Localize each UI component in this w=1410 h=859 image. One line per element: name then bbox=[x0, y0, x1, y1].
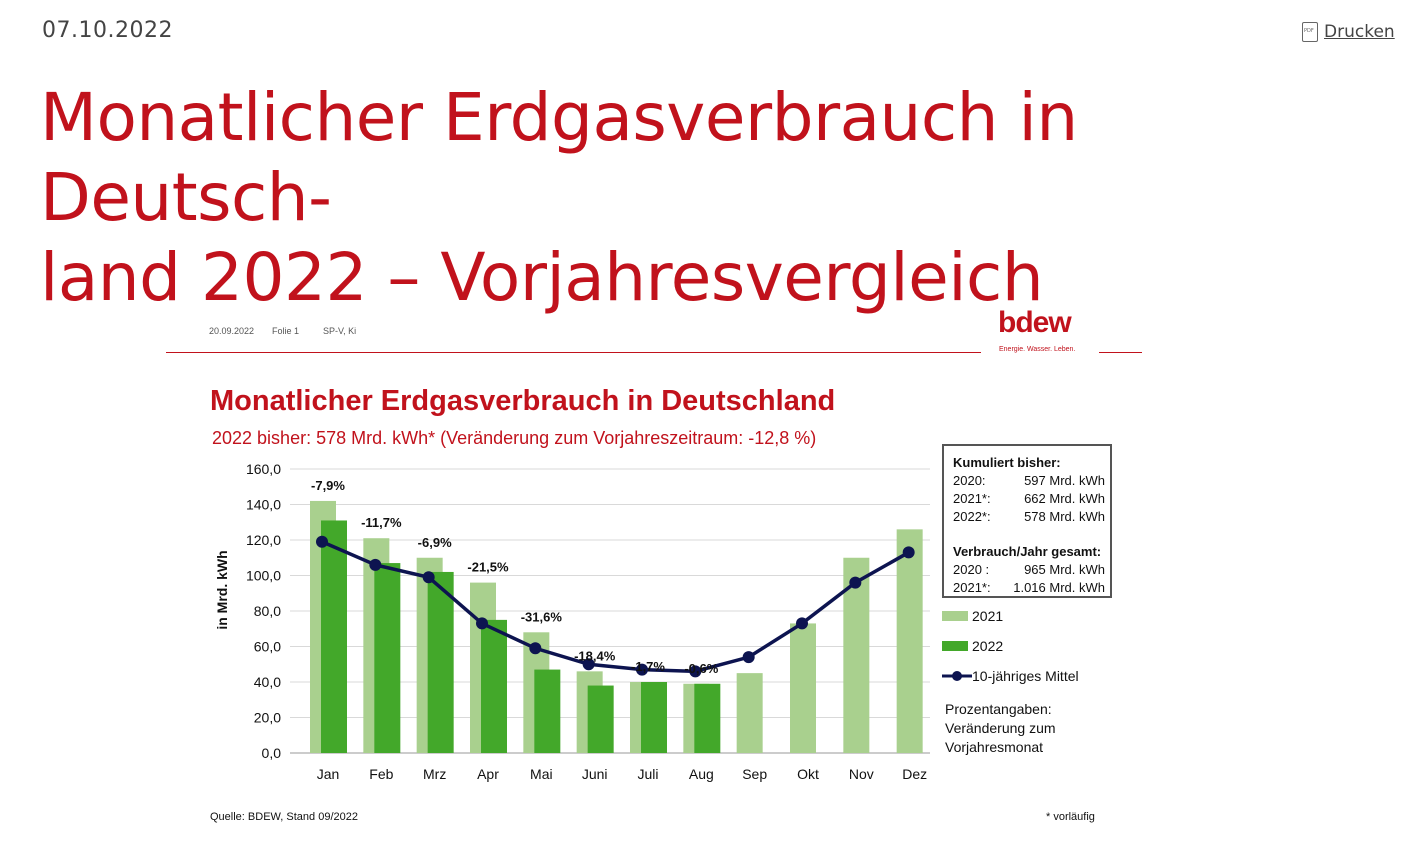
legend-item-average: 10-jähriges Mittel bbox=[942, 668, 1079, 684]
average-point bbox=[369, 558, 382, 571]
pdf-document-icon bbox=[1302, 22, 1318, 42]
info-value: 597 Mrd. kWh bbox=[1024, 473, 1105, 488]
bdew-logo-tagline: Energie. Wasser. Leben. bbox=[999, 346, 1076, 353]
bar-2021 bbox=[736, 673, 763, 753]
publication-date: 07.10.2022 bbox=[42, 18, 173, 43]
average-point bbox=[476, 617, 488, 630]
average-point bbox=[689, 665, 702, 678]
chart-subtitle: 2022 bisher: 578 Mrd. kWh* (Veränderung … bbox=[212, 428, 817, 448]
change-annotation: -6,9% bbox=[418, 535, 452, 550]
note-line: Prozentangaben: bbox=[945, 701, 1052, 717]
info-label: 2021*: bbox=[953, 580, 991, 595]
y-tick-label: 0,0 bbox=[262, 745, 282, 761]
bar-2022 bbox=[587, 685, 614, 753]
x-tick-label: Nov bbox=[849, 766, 874, 782]
y-tick-label: 20,0 bbox=[254, 710, 281, 726]
info-label: 2020 : bbox=[953, 562, 990, 577]
average-point bbox=[529, 642, 542, 655]
x-tick-label: Juli bbox=[637, 766, 658, 782]
bar-2022 bbox=[534, 669, 561, 753]
header-divider-right bbox=[1099, 352, 1142, 353]
x-tick-label: Feb bbox=[369, 766, 393, 782]
bar-2022 bbox=[427, 571, 454, 753]
chart-title: Monatlicher Erdgasverbrauch in Deutschla… bbox=[210, 385, 836, 417]
page-title: Monatlicher Erdgasverbrauch in Deutsch- … bbox=[40, 79, 1078, 316]
x-tick-label: Okt bbox=[797, 766, 819, 782]
x-tick-label: Dez bbox=[902, 766, 927, 782]
legend-label: 2022 bbox=[972, 638, 1004, 654]
average-point bbox=[796, 617, 808, 630]
note-line: Vorjahresmonat bbox=[945, 739, 1044, 755]
bar-2022 bbox=[641, 682, 667, 753]
y-tick-label: 160,0 bbox=[246, 461, 281, 477]
source-note: Quelle: BDEW, Stand 09/2022 bbox=[210, 811, 358, 823]
change-annotation: -7,9% bbox=[311, 478, 345, 493]
legend-label: 10-jähriges Mittel bbox=[972, 668, 1079, 684]
y-tick-label: 100,0 bbox=[246, 568, 281, 584]
bar-2022 bbox=[321, 520, 347, 753]
x-tick-label: Apr bbox=[477, 766, 499, 782]
legend-item-2021: 2021 bbox=[942, 608, 1003, 624]
info-value: 662 Mrd. kWh bbox=[1024, 491, 1105, 506]
info-label: 2021*: bbox=[953, 491, 991, 506]
info-value: 1.016 Mrd. kWh bbox=[1013, 580, 1105, 595]
info-heading-cumulative: Kumuliert bisher: bbox=[953, 455, 1061, 470]
print-button[interactable]: Drucken bbox=[1302, 22, 1395, 42]
x-tick-label: Aug bbox=[689, 766, 714, 782]
y-axis-label: in Mrd. kWh bbox=[214, 550, 230, 629]
average-point bbox=[636, 663, 648, 676]
x-tick-label: Jan bbox=[317, 766, 340, 782]
x-tick-label: Sep bbox=[742, 766, 767, 782]
bar-2022 bbox=[374, 563, 401, 753]
info-heading-annual: Verbrauch/Jahr gesamt: bbox=[953, 544, 1102, 559]
change-annotation: -0,6% bbox=[684, 661, 718, 676]
y-tick-label: 140,0 bbox=[246, 497, 281, 513]
average-point bbox=[582, 658, 595, 671]
legend-swatch-2021 bbox=[942, 611, 968, 621]
legend-label: 2021 bbox=[972, 608, 1004, 624]
bar-2021 bbox=[896, 529, 923, 753]
x-tick-label: Mrz bbox=[423, 766, 446, 782]
bdew-logo: bdew bbox=[998, 306, 1072, 339]
change-annotation: -11,7% bbox=[361, 515, 402, 530]
x-tick-label: Juni bbox=[582, 766, 608, 782]
y-tick-label: 80,0 bbox=[254, 603, 281, 619]
info-value: 578 Mrd. kWh bbox=[1024, 509, 1105, 524]
y-tick-label: 60,0 bbox=[254, 639, 281, 655]
change-annotation: -18,4% bbox=[574, 648, 616, 663]
bar-2022 bbox=[694, 683, 721, 753]
footnote: * vorläufig bbox=[1046, 811, 1095, 823]
bar-2022 bbox=[481, 619, 507, 753]
average-point bbox=[742, 651, 755, 664]
info-value: 965 Mrd. kWh bbox=[1024, 562, 1105, 577]
note-line: Veränderung zum bbox=[945, 720, 1056, 736]
y-tick-label: 120,0 bbox=[246, 532, 281, 548]
average-point bbox=[422, 571, 435, 584]
percentage-note: Prozentangaben: Veränderung zum Vorjahre… bbox=[945, 700, 1056, 757]
average-point bbox=[902, 546, 915, 559]
x-tick-label: Mai bbox=[530, 766, 553, 782]
print-label: Drucken bbox=[1324, 22, 1395, 42]
average-point bbox=[316, 535, 328, 548]
average-point bbox=[849, 576, 862, 589]
slide-date: 20.09.2022 bbox=[209, 326, 255, 336]
slide-author: SP-V, Ki bbox=[323, 326, 357, 336]
change-annotation: -21,5% bbox=[467, 560, 509, 575]
info-label: 2022*: bbox=[953, 509, 991, 524]
slide-number: Folie 1 bbox=[272, 326, 300, 336]
legend-item-2022: 2022 bbox=[942, 638, 1003, 654]
legend-swatch-2022 bbox=[942, 641, 968, 651]
info-label: 2020: bbox=[953, 473, 986, 488]
change-annotation: -31,6% bbox=[521, 609, 563, 624]
cumulative-info-box: Kumuliert bisher: 2020: 597 Mrd. kWh 2021… bbox=[942, 444, 1112, 598]
header-divider bbox=[166, 352, 981, 353]
legend-swatch-line bbox=[942, 671, 972, 681]
bar-2021 bbox=[790, 623, 816, 753]
change-annotation: -1,7% bbox=[631, 659, 665, 674]
y-tick-label: 40,0 bbox=[254, 674, 281, 690]
average-line bbox=[321, 540, 910, 674]
